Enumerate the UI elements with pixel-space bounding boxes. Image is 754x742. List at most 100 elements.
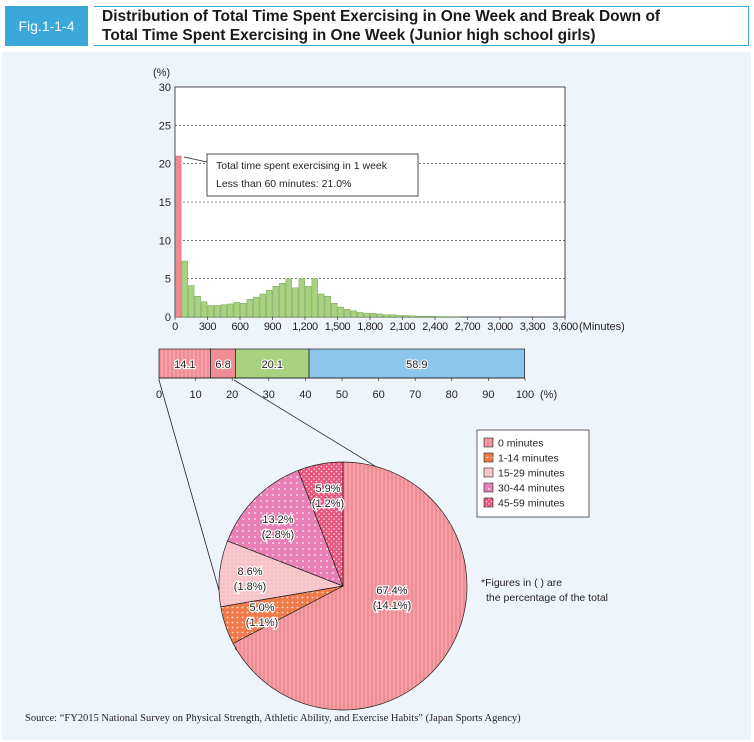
histogram-bar [363,312,370,318]
histogram-bar [337,306,344,318]
histogram-y-unit: (%) [153,67,170,79]
histogram-bar [292,287,299,318]
histogram-bar [324,296,331,318]
histogram-x-tick-label: 600 [231,321,248,333]
figure-title: Distribution of Total Time Spent Exercis… [94,6,749,46]
histogram-bar [240,303,247,318]
stacked-bar-tick-label: 90 [482,389,494,401]
stacked-bar-tick-label: 60 [372,389,384,401]
legend-swatch [483,467,494,478]
stacked-bar-value-label: 6.8 [215,359,230,371]
pie-slice-sublabel: (1.8%) [234,581,266,593]
stacked-bar-labels: 14.1 6.8 20.1 58.9 [173,358,429,372]
histogram-bar [214,305,221,318]
histogram-bar [415,316,422,318]
legend-label: 15-29 minutes [498,468,565,480]
histogram-bar [194,296,201,318]
pie-slice-label: 67.4% [376,585,407,597]
stacked-bar-chart: 14.1 6.8 20.1 58.9 0 10 20 30 40 50 60 70 80 90 100 (… [156,348,557,401]
pie-slice-sublabel: (2.8%) [262,529,294,541]
histogram-bars [175,155,461,318]
histogram-bar [253,296,260,318]
legend-items: 0 minutes 1-14 minutes 15-29 minutes 30-44 … [483,437,565,510]
histogram-bar [428,316,435,318]
histogram-y-tick-label: 10 [159,235,171,247]
histogram-bar [376,313,383,318]
pie-labels: 67.4% (14.1%) 5.0% (1.1%) 8.6% (1.8%) 13.2% (2.… [233,482,413,630]
stacked-bar-x-unit: (%) [540,389,557,401]
histogram-y-tick-label: 25 [159,120,171,132]
legend-label: 0 minutes [498,438,544,450]
histogram-x-ticks: 0 300 600 900 1,200 1,500 1,800 2,100 2,400 2,700… [172,317,578,333]
legend-label: 1-14 minutes [498,453,559,465]
histogram-bar [311,278,318,318]
pie-slice-label: 5.9% [315,483,340,495]
histogram-x-tick-label: 1,500 [325,321,351,333]
histogram-bar [357,312,364,318]
histogram-bar [188,285,195,318]
histogram-bar [272,286,279,318]
source-note: Source: “FY2015 National Survey on Physi… [25,713,521,724]
histogram-bar [181,260,188,318]
legend-box [476,429,590,518]
figure-title-line2: Total Time Spent Exercising in One Week … [102,26,596,44]
histogram-bar [266,289,273,318]
histogram: 0 5 10 15 20 25 30 0 300 600 900 1,200 1,500 1,800 2,… [153,67,625,333]
histogram-bar [220,304,227,318]
histogram-bar [389,314,396,318]
histogram-bar [279,283,286,318]
histogram-bar [350,310,357,318]
histogram-bar [298,278,305,318]
histogram-bar [227,303,234,318]
histogram-bar [318,293,325,318]
stacked-bar-tick-label: 100 [516,389,534,401]
histogram-y-tick-label: 5 [165,274,171,286]
stacked-bar-segment [210,348,236,379]
histogram-bar [370,312,377,318]
annotation-pointer [183,156,208,163]
pie-legend: 0 minutes 1-14 minutes 15-29 minutes 30-44 … [476,429,590,518]
histogram-x-tick-label: 3,000 [487,321,513,333]
note-line1: *Figures in ( ) are [481,577,562,589]
legend-swatch [483,482,494,493]
stacked-bar-segment [308,348,525,379]
pie-slice [297,461,344,587]
legend-swatch [483,452,494,463]
pie-slice-label: 13.2% [262,514,293,526]
stacked-bar-tick-label: 30 [263,389,275,401]
annotation-line2: Less than 60 minutes: 21.0% [216,178,351,190]
histogram-x-tick-label: 1,200 [292,321,318,333]
pie-slices [218,461,468,711]
legend-label: 30-44 minutes [498,483,565,495]
histogram-y-tick-label: 15 [159,197,171,209]
histogram-x-tick-label: 1,800 [357,321,383,333]
stacked-bar-tick-label: 0 [156,389,162,401]
histogram-bar [201,301,208,318]
histogram-bar [305,286,312,318]
histogram-bar [383,314,390,318]
histogram-bar [344,309,351,318]
histogram-x-tick-label: 2,400 [422,321,448,333]
stacked-bar-value-label: 14.1 [174,359,195,371]
histogram-x-tick-label: 2,100 [390,321,416,333]
figure-header: Fig.1-1-4 Distribution of Total Time Spe… [0,0,754,48]
legend-swatch [483,437,494,448]
histogram-x-tick-label: 300 [199,321,216,333]
stacked-bar-tick-label: 80 [446,389,458,401]
pie-slice-sublabel: (1.2%) [312,498,344,510]
stacked-bar-tick-label: 70 [409,389,421,401]
histogram-plot-area [174,86,566,318]
pie-slice [232,461,468,711]
histogram-bar [233,302,240,318]
figure-tag: Fig.1-1-4 [5,6,88,46]
figure-title-line1: Distribution of Total Time Spent Exercis… [102,8,661,25]
histogram-y-tick-label: 30 [159,82,171,94]
histogram-bar [422,316,429,318]
histogram-bar [402,315,409,318]
annotation-box [206,153,419,197]
histogram-y-tick-label: 20 [159,159,171,171]
stacked-bar-tick-label: 50 [336,389,348,401]
stacked-bar-axis: 0 10 20 30 40 50 60 70 80 90 100 [156,377,534,401]
